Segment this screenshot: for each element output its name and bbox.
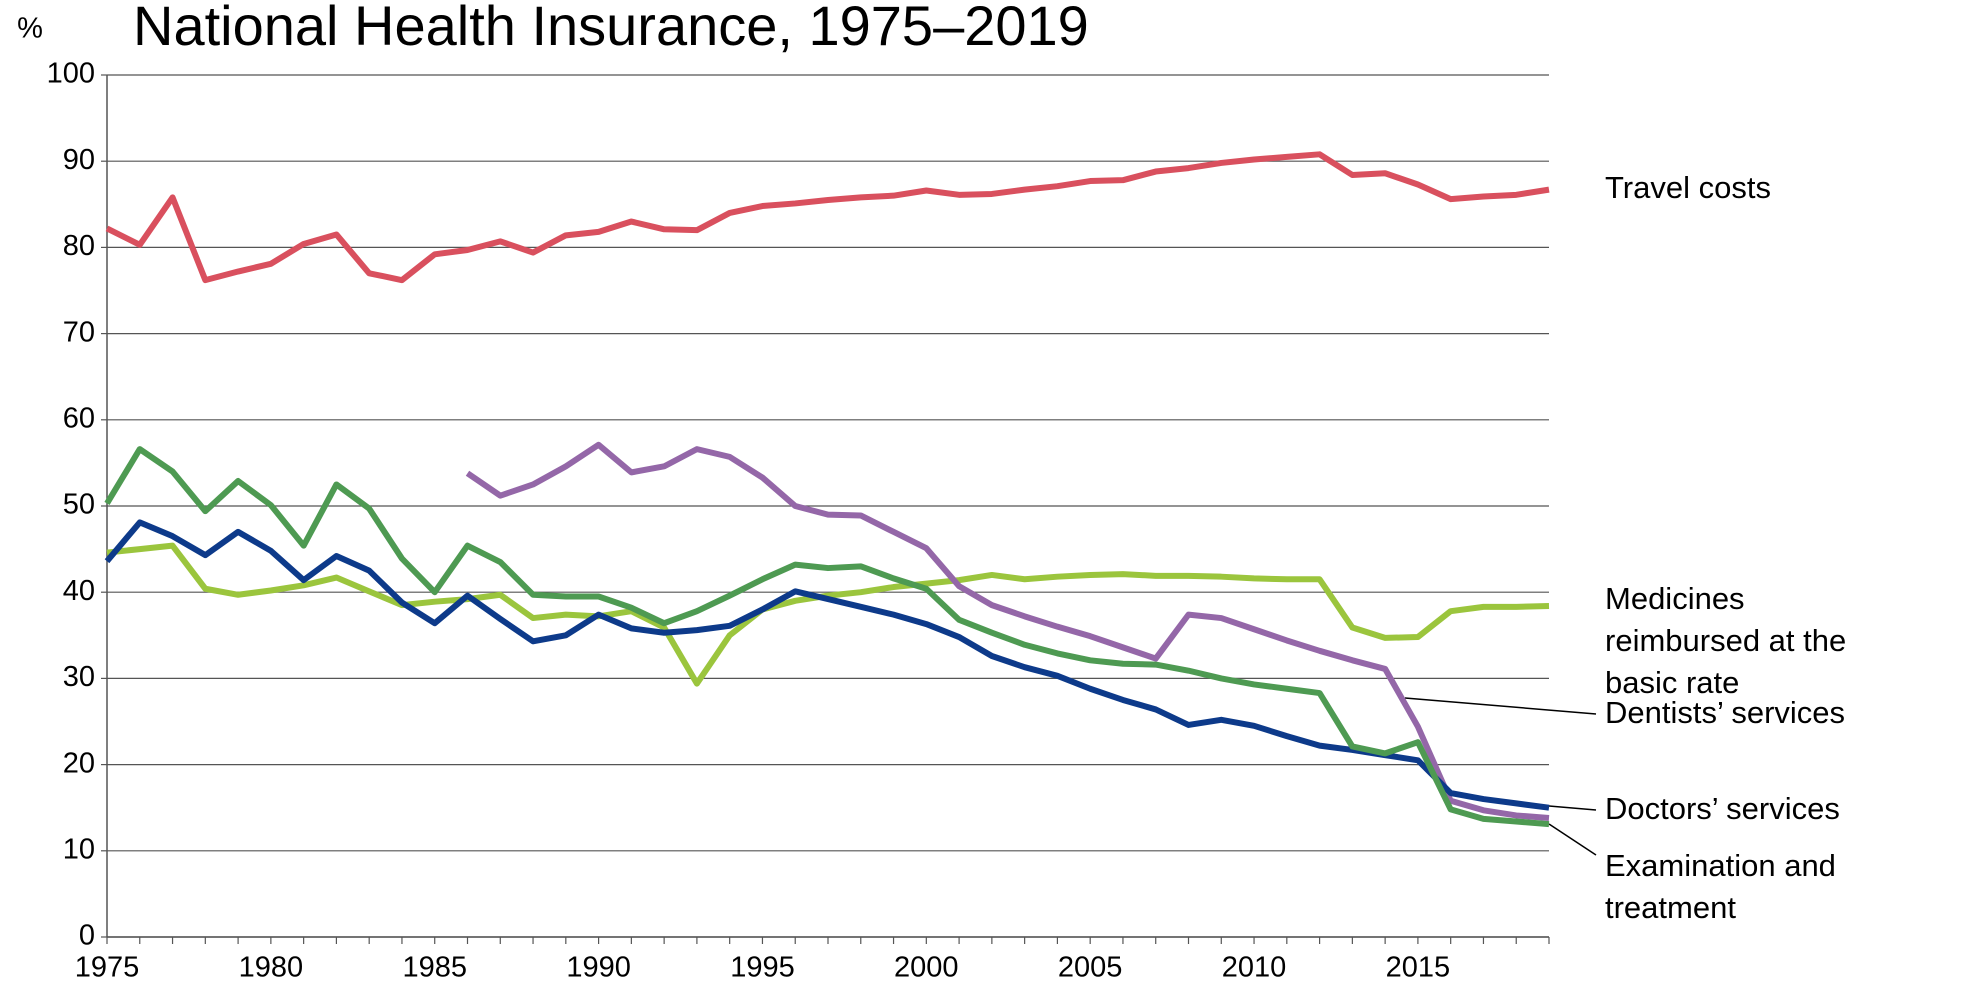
- series-line: [104, 519, 1550, 811]
- chart-title: National Health Insurance, 1975–2019: [133, 0, 1089, 57]
- x-tick-label: 1995: [730, 952, 795, 984]
- series-line: [104, 446, 1550, 828]
- y-axis-label: %: [17, 13, 43, 45]
- series-label: Medicines reimbursed at the basic rate: [1605, 581, 1847, 700]
- x-tick-label: 2010: [1222, 952, 1287, 984]
- y-tick-label: 90: [63, 144, 95, 176]
- y-tick-label: 20: [63, 747, 95, 779]
- leader-line: [1404, 697, 1597, 715]
- y-tick-label: 50: [63, 489, 95, 521]
- y-tick-label: 70: [63, 316, 95, 348]
- series-line: [106, 542, 1550, 687]
- leader-line: [1548, 823, 1597, 856]
- series-label: Examination and treatment: [1605, 848, 1836, 925]
- x-tick-label: 1975: [75, 952, 140, 984]
- series-label: Doctors’ services: [1605, 791, 1840, 826]
- y-tick-label: 30: [63, 661, 95, 693]
- leader-line: [1548, 805, 1597, 811]
- x-tick-label: 1990: [566, 952, 631, 984]
- y-tick-label: 40: [63, 575, 95, 607]
- y-tick-label: 80: [63, 230, 95, 262]
- x-tick-label: 2015: [1386, 952, 1451, 984]
- x-tick-label: 2000: [894, 952, 959, 984]
- x-tick-label: 1980: [239, 952, 304, 984]
- y-tick-label: 0: [79, 920, 95, 952]
- y-tick-label: 10: [63, 833, 95, 865]
- series-label: Dentists’ services: [1605, 695, 1846, 730]
- x-tick-label: 2005: [1058, 952, 1123, 984]
- y-tick-label: 100: [47, 58, 95, 90]
- series-line: [105, 151, 1550, 284]
- series-line: [465, 441, 1550, 822]
- x-tick-label: 1985: [402, 952, 467, 984]
- series-label: Travel costs: [1605, 170, 1771, 205]
- y-tick-label: 60: [63, 402, 95, 434]
